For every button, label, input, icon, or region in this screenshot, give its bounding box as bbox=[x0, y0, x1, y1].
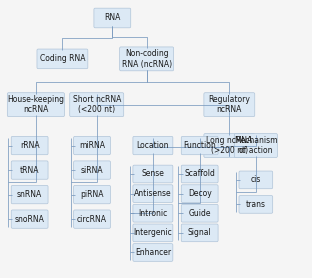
Text: tRNA: tRNA bbox=[20, 166, 39, 175]
Text: Regulatory
ncRNA: Regulatory ncRNA bbox=[208, 95, 250, 114]
Text: Decoy: Decoy bbox=[188, 189, 212, 198]
Text: Scaffold: Scaffold bbox=[184, 170, 215, 178]
Text: circRNA: circRNA bbox=[77, 215, 107, 224]
FancyBboxPatch shape bbox=[181, 165, 218, 183]
FancyBboxPatch shape bbox=[234, 134, 277, 157]
FancyBboxPatch shape bbox=[70, 93, 124, 116]
Text: cis: cis bbox=[251, 175, 261, 184]
FancyBboxPatch shape bbox=[204, 134, 255, 157]
Text: Signal: Signal bbox=[188, 228, 212, 237]
FancyBboxPatch shape bbox=[11, 210, 48, 228]
Text: Antisense: Antisense bbox=[134, 189, 172, 198]
Text: trans: trans bbox=[246, 200, 266, 209]
FancyBboxPatch shape bbox=[11, 161, 48, 179]
Text: miRNA: miRNA bbox=[79, 141, 105, 150]
Text: Short ncRNA
(<200 nt): Short ncRNA (<200 nt) bbox=[72, 95, 121, 114]
FancyBboxPatch shape bbox=[133, 185, 173, 202]
Text: Location: Location bbox=[137, 141, 169, 150]
Text: Sense: Sense bbox=[141, 170, 164, 178]
FancyBboxPatch shape bbox=[11, 185, 48, 204]
FancyBboxPatch shape bbox=[133, 165, 173, 183]
FancyBboxPatch shape bbox=[204, 93, 255, 116]
FancyBboxPatch shape bbox=[239, 171, 273, 189]
FancyBboxPatch shape bbox=[181, 204, 218, 222]
FancyBboxPatch shape bbox=[37, 49, 88, 69]
Text: siRNA: siRNA bbox=[81, 166, 103, 175]
FancyBboxPatch shape bbox=[94, 8, 131, 28]
Text: Function: Function bbox=[183, 141, 216, 150]
FancyBboxPatch shape bbox=[74, 136, 110, 155]
FancyBboxPatch shape bbox=[74, 210, 110, 228]
FancyBboxPatch shape bbox=[133, 204, 173, 222]
FancyBboxPatch shape bbox=[119, 47, 173, 71]
FancyBboxPatch shape bbox=[74, 161, 110, 179]
Text: Coding RNA: Coding RNA bbox=[40, 54, 85, 63]
Text: Non-coding
RNA (ncRNA): Non-coding RNA (ncRNA) bbox=[122, 49, 172, 69]
FancyBboxPatch shape bbox=[11, 136, 48, 155]
FancyBboxPatch shape bbox=[74, 185, 110, 204]
Text: Intergenic: Intergenic bbox=[134, 228, 172, 237]
Text: Mechanism
of action: Mechanism of action bbox=[234, 136, 278, 155]
Text: piRNA: piRNA bbox=[80, 190, 104, 199]
Text: RNA: RNA bbox=[104, 14, 120, 23]
FancyBboxPatch shape bbox=[181, 136, 218, 155]
Text: snRNA: snRNA bbox=[17, 190, 42, 199]
Text: Intronic: Intronic bbox=[138, 209, 168, 218]
Text: rRNA: rRNA bbox=[20, 141, 39, 150]
FancyBboxPatch shape bbox=[7, 93, 65, 116]
FancyBboxPatch shape bbox=[181, 185, 218, 202]
Text: House-keeping
ncRNA: House-keeping ncRNA bbox=[7, 95, 64, 114]
FancyBboxPatch shape bbox=[239, 196, 273, 213]
FancyBboxPatch shape bbox=[181, 224, 218, 242]
Text: Enhancer: Enhancer bbox=[135, 248, 171, 257]
Text: Guide: Guide bbox=[188, 209, 211, 218]
FancyBboxPatch shape bbox=[133, 244, 173, 261]
FancyBboxPatch shape bbox=[133, 136, 173, 155]
Text: Long ncRNA
(>200 nt): Long ncRNA (>200 nt) bbox=[206, 136, 252, 155]
Text: snoRNA: snoRNA bbox=[15, 215, 45, 224]
FancyBboxPatch shape bbox=[133, 224, 173, 242]
